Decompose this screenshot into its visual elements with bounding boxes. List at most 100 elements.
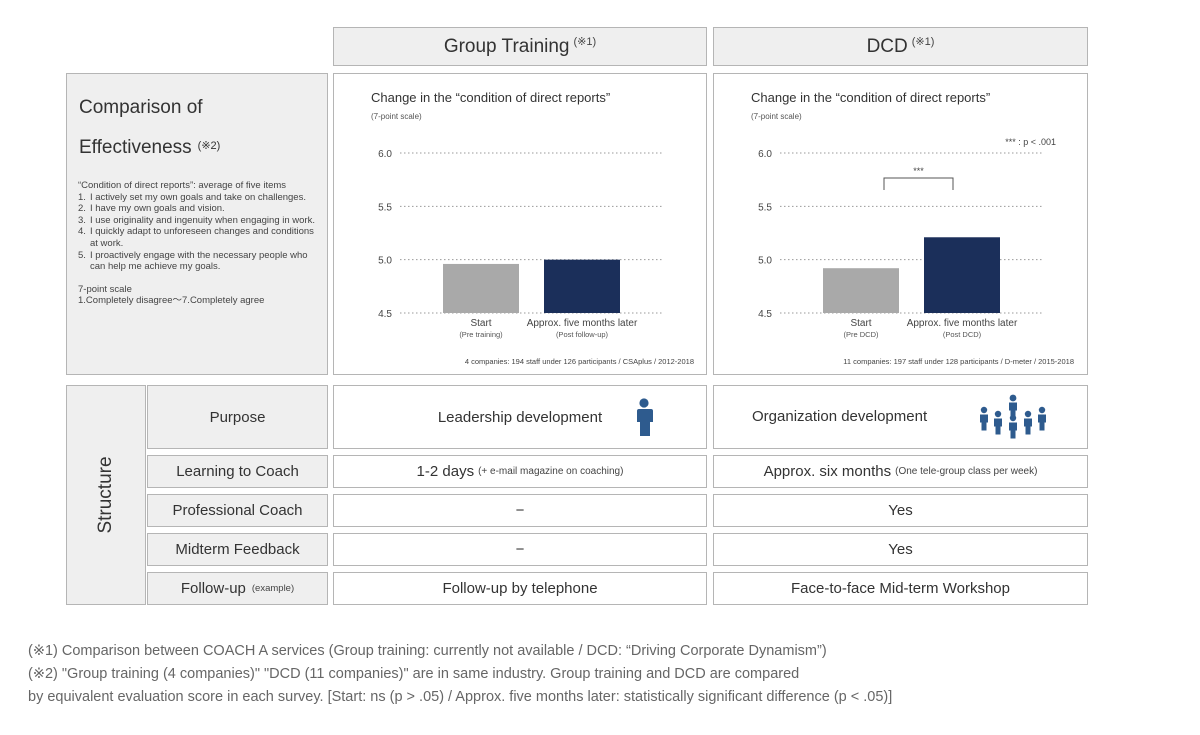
x-category-label: Approx. five months later <box>907 318 1018 329</box>
significance-bracket <box>883 177 954 190</box>
bar <box>823 268 899 313</box>
list-item-text: I use originality and ingenuity when eng… <box>90 214 315 226</box>
list-item-number: 2. <box>78 203 86 215</box>
group-professional-coach-cell: − <box>333 494 707 527</box>
dcd-follow-up-cell: Face-to-face Mid-term Workshop <box>713 572 1088 605</box>
comparison-intro: “Condition of direct reports”: average o… <box>78 180 287 191</box>
significance-legend: *** : p < .001 <box>1005 137 1056 147</box>
row-label-text: Midterm Feedback <box>175 541 300 558</box>
y-tick-label: 5.5 <box>758 202 772 213</box>
chart-subtitle: (7-point scale) <box>751 112 802 121</box>
cell-note: (+ e-mail magazine on coaching) <box>478 466 624 477</box>
list-item-text: I actively set my own goals and take on … <box>90 191 306 203</box>
row-label-professional-coach: Professional Coach <box>147 494 328 527</box>
cell-text: Yes <box>888 502 913 519</box>
chart-source: 11 companies: 197 staff under 128 partic… <box>843 357 1074 366</box>
row-label-midterm-feedback: Midterm Feedback <box>147 533 328 566</box>
row-label-follow-up: Follow-up (example) <box>147 572 328 605</box>
bar <box>924 237 1000 313</box>
x-category-label: Approx. five months later <box>527 318 638 329</box>
comparison-panel: Comparison of Effectiveness (※2) “Conditi… <box>66 73 328 375</box>
list-item-text: I have my own goals and vision. <box>90 203 225 215</box>
group-training-header-label: Group Training <box>443 35 570 57</box>
row-label-learning-to-coach: Learning to Coach <box>147 455 328 488</box>
x-category-sublabel: (Post follow-up) <box>556 330 609 339</box>
cell-text: Follow-up by telephone <box>442 580 598 597</box>
scale-range: 1.Completely disagree～7.Completely agree <box>78 295 265 307</box>
footnotes: (※1) Comparison between COACH A services… <box>28 640 1178 709</box>
row-label-text: Learning to Coach <box>176 463 299 480</box>
list-item-number: 5. <box>78 249 86 261</box>
row-label-purpose: Purpose <box>147 385 328 449</box>
group-midterm-feedback-cell: − <box>333 533 707 566</box>
y-tick-label: 6.0 <box>378 149 392 160</box>
dcd-professional-coach-cell: Yes <box>713 494 1088 527</box>
dcd-learning-cell: Approx. six months (One tele-group class … <box>713 455 1088 488</box>
cell-text: − <box>515 502 525 519</box>
significance-marker: *** <box>913 166 924 176</box>
cell-text: 1-2 days <box>416 463 475 480</box>
y-tick-label: 5.5 <box>378 202 392 213</box>
dcd-chart: Change in the “condition of direct repor… <box>751 90 1074 366</box>
list-item: 3. I use originality and ingenuity when e… <box>78 215 318 227</box>
dcd-chart-panel: Change in the “condition of direct repor… <box>713 73 1088 375</box>
x-category-label: Start <box>850 318 871 329</box>
group-follow-up-cell: Follow-up by telephone <box>333 572 707 605</box>
row-label-text: Professional Coach <box>172 502 303 519</box>
list-item-text: I proactively engage with the necessary … <box>90 249 308 273</box>
cell-text: Leadership development <box>437 408 603 426</box>
row-label-text: Purpose <box>209 408 266 426</box>
group-training-chart-panel: Change in the “condition of direct repor… <box>333 73 707 375</box>
list-item: 5. I proactively engage with the necessar… <box>78 250 318 273</box>
cell-text: − <box>515 541 525 558</box>
y-tick-label: 4.5 <box>378 309 392 320</box>
x-category-sublabel: (Post DCD) <box>943 330 982 339</box>
comparison-title-line2: Effectiveness <box>79 137 192 158</box>
dcd-header: DCD (※1) <box>713 27 1088 66</box>
structure-label-box: Structure <box>66 385 146 605</box>
cell-text: Yes <box>888 541 913 558</box>
cell-text: Organization development <box>752 408 928 425</box>
chart-subtitle: (7-point scale) <box>371 112 422 121</box>
cell-text: Approx. six months <box>763 463 892 480</box>
scale-title: 7-point scale <box>78 283 132 295</box>
footnote-2-line-2: by equivalent evaluation score in each s… <box>28 689 893 705</box>
bar <box>443 263 519 313</box>
list-item-number: 4. <box>78 226 86 238</box>
y-tick-label: 5.0 <box>758 256 772 267</box>
y-tick-label: 5.0 <box>378 256 392 267</box>
y-tick-label: 4.5 <box>758 309 772 320</box>
row-label-text: Follow-up <box>180 580 246 597</box>
list-item: 4. I quickly adapt to unforeseen changes … <box>78 226 318 249</box>
cell-note: (One tele-group class per week) <box>895 466 1038 477</box>
group-training-header-note: (※1) <box>573 36 597 48</box>
row-label-note: (example) <box>251 583 295 594</box>
comparison-title-note: (※2) <box>197 140 221 152</box>
dcd-header-label: DCD <box>866 35 908 57</box>
cell-text: Face-to-face Mid-term Workshop <box>791 580 1010 597</box>
list-item-number: 3. <box>78 214 86 226</box>
y-tick-label: 6.0 <box>758 149 772 160</box>
people-group-icon <box>980 394 1046 439</box>
list-item-number: 1. <box>78 191 86 203</box>
x-category-label: Start <box>470 318 491 329</box>
chart-source: 4 companies: 194 staff under 126 partici… <box>465 357 694 366</box>
dcd-header-note: (※1) <box>911 36 935 48</box>
comparison-title: Comparison of Effectiveness (※2) <box>79 88 220 170</box>
structure-label: Structure <box>95 456 116 534</box>
person-icon <box>637 398 653 436</box>
x-category-sublabel: (Pre training) <box>459 330 503 339</box>
group-training-header: Group Training (※1) <box>333 27 707 66</box>
group-purpose-cell: Leadership development <box>333 385 707 449</box>
chart-title: Change in the “condition of direct repor… <box>751 90 990 105</box>
dcd-midterm-feedback-cell: Yes <box>713 533 1088 566</box>
dcd-purpose-cell: Organization development <box>713 385 1088 449</box>
list-item: 1. I actively set my own goals and take o… <box>78 192 318 204</box>
chart-title: Change in the “condition of direct repor… <box>371 90 610 105</box>
x-category-sublabel: (Pre DCD) <box>844 330 880 339</box>
footnote-1: (※1) Comparison between COACH A services… <box>28 643 827 659</box>
footnote-2-line-1: (※2) "Group training (4 companies)" "DCD… <box>28 666 800 682</box>
comparison-title-line1: Comparison of <box>79 97 203 118</box>
group-learning-cell: 1-2 days (+ e-mail magazine on coaching) <box>333 455 707 488</box>
comparison-item-list: “Condition of direct reports”: average o… <box>78 180 318 307</box>
